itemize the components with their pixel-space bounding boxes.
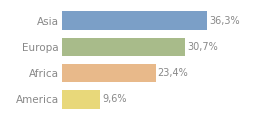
- Text: 9,6%: 9,6%: [102, 94, 127, 104]
- Bar: [62, 64, 156, 82]
- Text: 36,3%: 36,3%: [209, 16, 240, 26]
- Text: 23,4%: 23,4%: [158, 68, 188, 78]
- Bar: [62, 90, 100, 109]
- Text: 30,7%: 30,7%: [187, 42, 218, 52]
- Bar: [62, 38, 185, 56]
- Bar: [62, 11, 207, 30]
